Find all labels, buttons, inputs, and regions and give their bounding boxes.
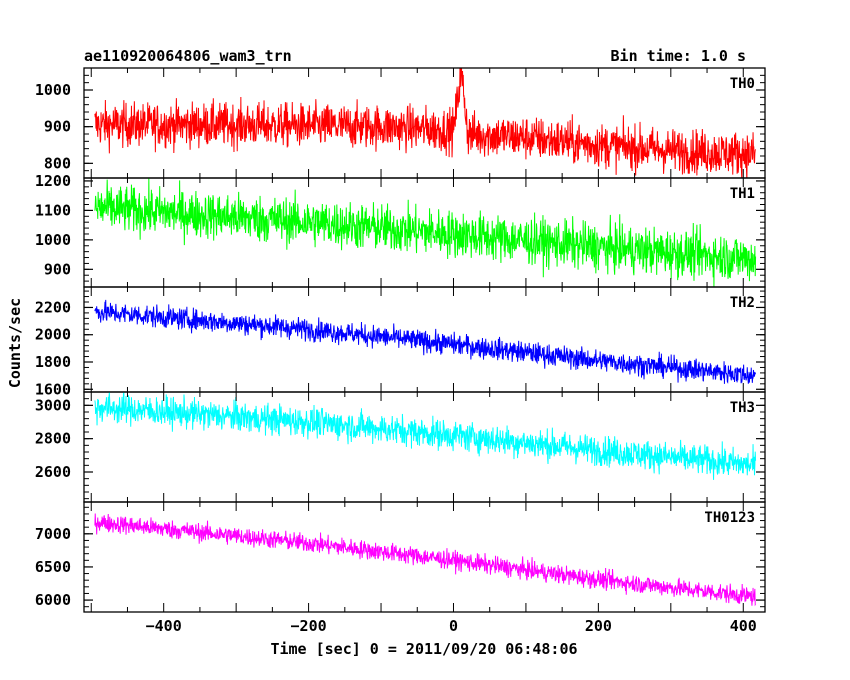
- x-tick-label: 200: [585, 617, 612, 635]
- y-tick-label: 7000: [35, 525, 71, 543]
- panel-th2: 1600 1800 2000 2200 TH2: [35, 286, 766, 398]
- panels: 800 900 1000 TH0 900 1000 1100 1200 TH1 1600 1800 2…: [35, 67, 766, 613]
- panel-th0123: 6000 6500 7000 TH0123: [35, 501, 766, 613]
- y-tick-label: 6000: [35, 591, 71, 609]
- series-line-th0: [94, 68, 757, 178]
- y-tick-label: 900: [44, 118, 71, 136]
- panel-label: TH2: [730, 295, 755, 311]
- panel-label: TH3: [730, 400, 755, 416]
- y-tick-label: 1600: [35, 380, 71, 398]
- x-axis: −400 −200 0 200 400: [146, 617, 757, 635]
- y-tick-label: 2600: [35, 463, 71, 481]
- y-axis-title: Counts/sec: [6, 298, 24, 388]
- y-tick-label: 6500: [35, 558, 71, 576]
- y-tick-label: 1200: [35, 172, 71, 190]
- y-tick-label: 1800: [35, 353, 71, 371]
- y-tick-label: 900: [44, 260, 71, 278]
- y-tick-label: 2000: [35, 326, 71, 344]
- x-tick-label: −200: [291, 617, 327, 635]
- panel-th3: 2600 2800 3000 TH3: [35, 391, 766, 503]
- y-tick-label: 1000: [35, 231, 71, 249]
- series-line-th3: [94, 392, 757, 480]
- panel-frame: [83, 501, 766, 613]
- panel-label: TH0: [730, 76, 755, 92]
- y-tick-label: 1000: [35, 81, 71, 99]
- panel-label: TH0123: [704, 510, 755, 526]
- chart-title-left: ae110920064806_wam3_trn: [84, 47, 292, 65]
- y-tick-label: 2200: [35, 298, 71, 316]
- y-tick-label: 2800: [35, 430, 71, 448]
- panel-frame: [83, 391, 766, 503]
- y-tick-label: 3000: [35, 396, 71, 414]
- panel-th1: 900 1000 1100 1200 TH1: [35, 172, 766, 288]
- panel-label: TH1: [730, 186, 755, 202]
- series-line-th1: [94, 178, 757, 287]
- x-tick-label: −400: [146, 617, 182, 635]
- series-line-th2: [94, 299, 757, 384]
- y-tick-label: 800: [44, 154, 71, 172]
- chart-title-right: Bin time: 1.0 s: [611, 47, 746, 65]
- y-tick-label: 1100: [35, 201, 71, 219]
- series-line-th0123: [94, 513, 756, 607]
- panel-th0: 800 900 1000 TH0: [35, 67, 766, 179]
- x-tick-label: 0: [449, 617, 458, 635]
- x-axis-title: Time [sec] 0 = 2011/09/20 06:48:06: [270, 640, 577, 658]
- x-tick-label: 400: [730, 617, 757, 635]
